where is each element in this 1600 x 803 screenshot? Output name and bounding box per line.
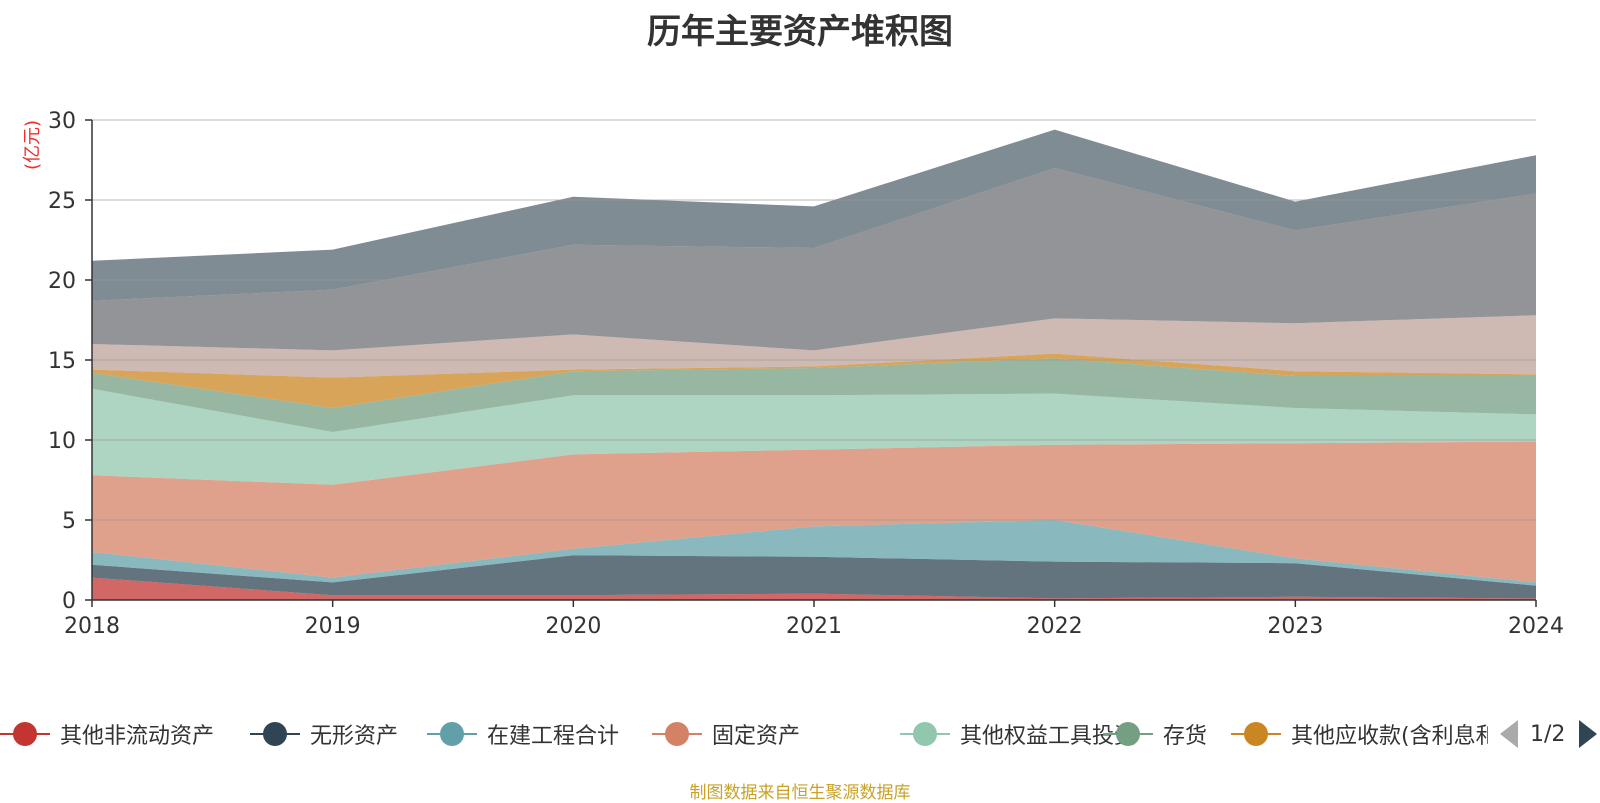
x-tick-label: 2018 — [64, 614, 120, 639]
legend-marker-icon — [652, 721, 702, 747]
x-tick-label: 2020 — [545, 614, 601, 639]
legend-page-indicator: 1/2 — [1530, 721, 1566, 747]
legend-next-arrow-icon[interactable] — [1579, 720, 1598, 748]
legend-item[interactable]: 无形资产 — [250, 714, 398, 754]
area-series-5 — [92, 388, 1536, 485]
source-note: 制图数据来自恒生聚源数据库 — [689, 783, 911, 803]
legend-marker-icon — [900, 721, 950, 747]
area-series-8-unlabeled — [92, 315, 1536, 378]
area-series-4 — [92, 441, 1536, 583]
legend-marker-icon — [1103, 721, 1153, 747]
legend-marker-icon — [1231, 721, 1281, 747]
legend-label: 固定资产 — [712, 724, 801, 749]
stacked-area-chart: 0 5 10 15 20 25 30 2018 2019 2020 2021 2022 2023 2024… — [22, 109, 1564, 639]
area-series-6 — [92, 358, 1536, 432]
legend-label: 在建工程合计 — [487, 724, 620, 749]
x-tick-label: 2022 — [1027, 614, 1083, 639]
x-tick-label: 2023 — [1267, 614, 1323, 639]
chart-title: 历年主要资产堆积图 — [647, 12, 953, 52]
area-series-9-unlabeled — [92, 168, 1536, 351]
y-tick-label: 20 — [48, 269, 76, 294]
legend-items: 其他非流动资产 无形资产 在建工程合计 固定资产 其他权益工具投资 存货 其他应收款(含利息… — [0, 714, 1488, 754]
area-series-2 — [92, 555, 1536, 599]
y-tick-label: 10 — [48, 429, 76, 454]
legend-label: 存货 — [1163, 724, 1208, 749]
area-series-3 — [92, 520, 1536, 586]
x-tick-label: 2021 — [786, 614, 842, 639]
y-tick-label: 5 — [62, 509, 76, 534]
legend-item[interactable]: 固定资产 — [652, 714, 800, 754]
legend-prev-arrow-icon[interactable] — [1500, 720, 1518, 748]
y-tick-label: 25 — [48, 189, 76, 214]
legend-label: 其他非流动资产 — [60, 724, 215, 749]
legend-label: 其他应收款(含利息和股利) — [1291, 724, 1488, 749]
area-series-10-unlabeled — [92, 129, 1536, 301]
legend-item[interactable]: 其他权益工具投资 — [900, 714, 1136, 754]
legend-item[interactable]: 其他应收款(含利息和股利) — [1231, 714, 1488, 754]
legend: 其他非流动资产 无形资产 在建工程合计 固定资产 其他权益工具投资 存货 其他应收款(含利息… — [0, 714, 1600, 754]
legend-marker-icon — [250, 721, 300, 747]
x-tick-label: 2024 — [1508, 614, 1564, 639]
y-tick-label: 15 — [48, 349, 76, 374]
area-series-1 — [92, 577, 1536, 600]
y-tick-label: 0 — [62, 589, 76, 614]
legend-pager: 1/2 — [1500, 714, 1598, 754]
legend-marker-icon — [0, 721, 50, 747]
x-tick-label: 2019 — [305, 614, 361, 639]
y-axis-label: (亿元) — [22, 120, 43, 170]
area-series-7 — [92, 353, 1536, 408]
legend-item[interactable]: 其他非流动资产 — [0, 714, 214, 754]
legend-item[interactable]: 在建工程合计 — [427, 714, 619, 754]
y-tick-label: 30 — [48, 109, 76, 134]
legend-marker-icon — [427, 721, 477, 747]
legend-label: 无形资产 — [310, 724, 399, 749]
legend-label: 其他权益工具投资 — [960, 724, 1137, 749]
legend-item[interactable]: 存货 — [1103, 714, 1207, 754]
